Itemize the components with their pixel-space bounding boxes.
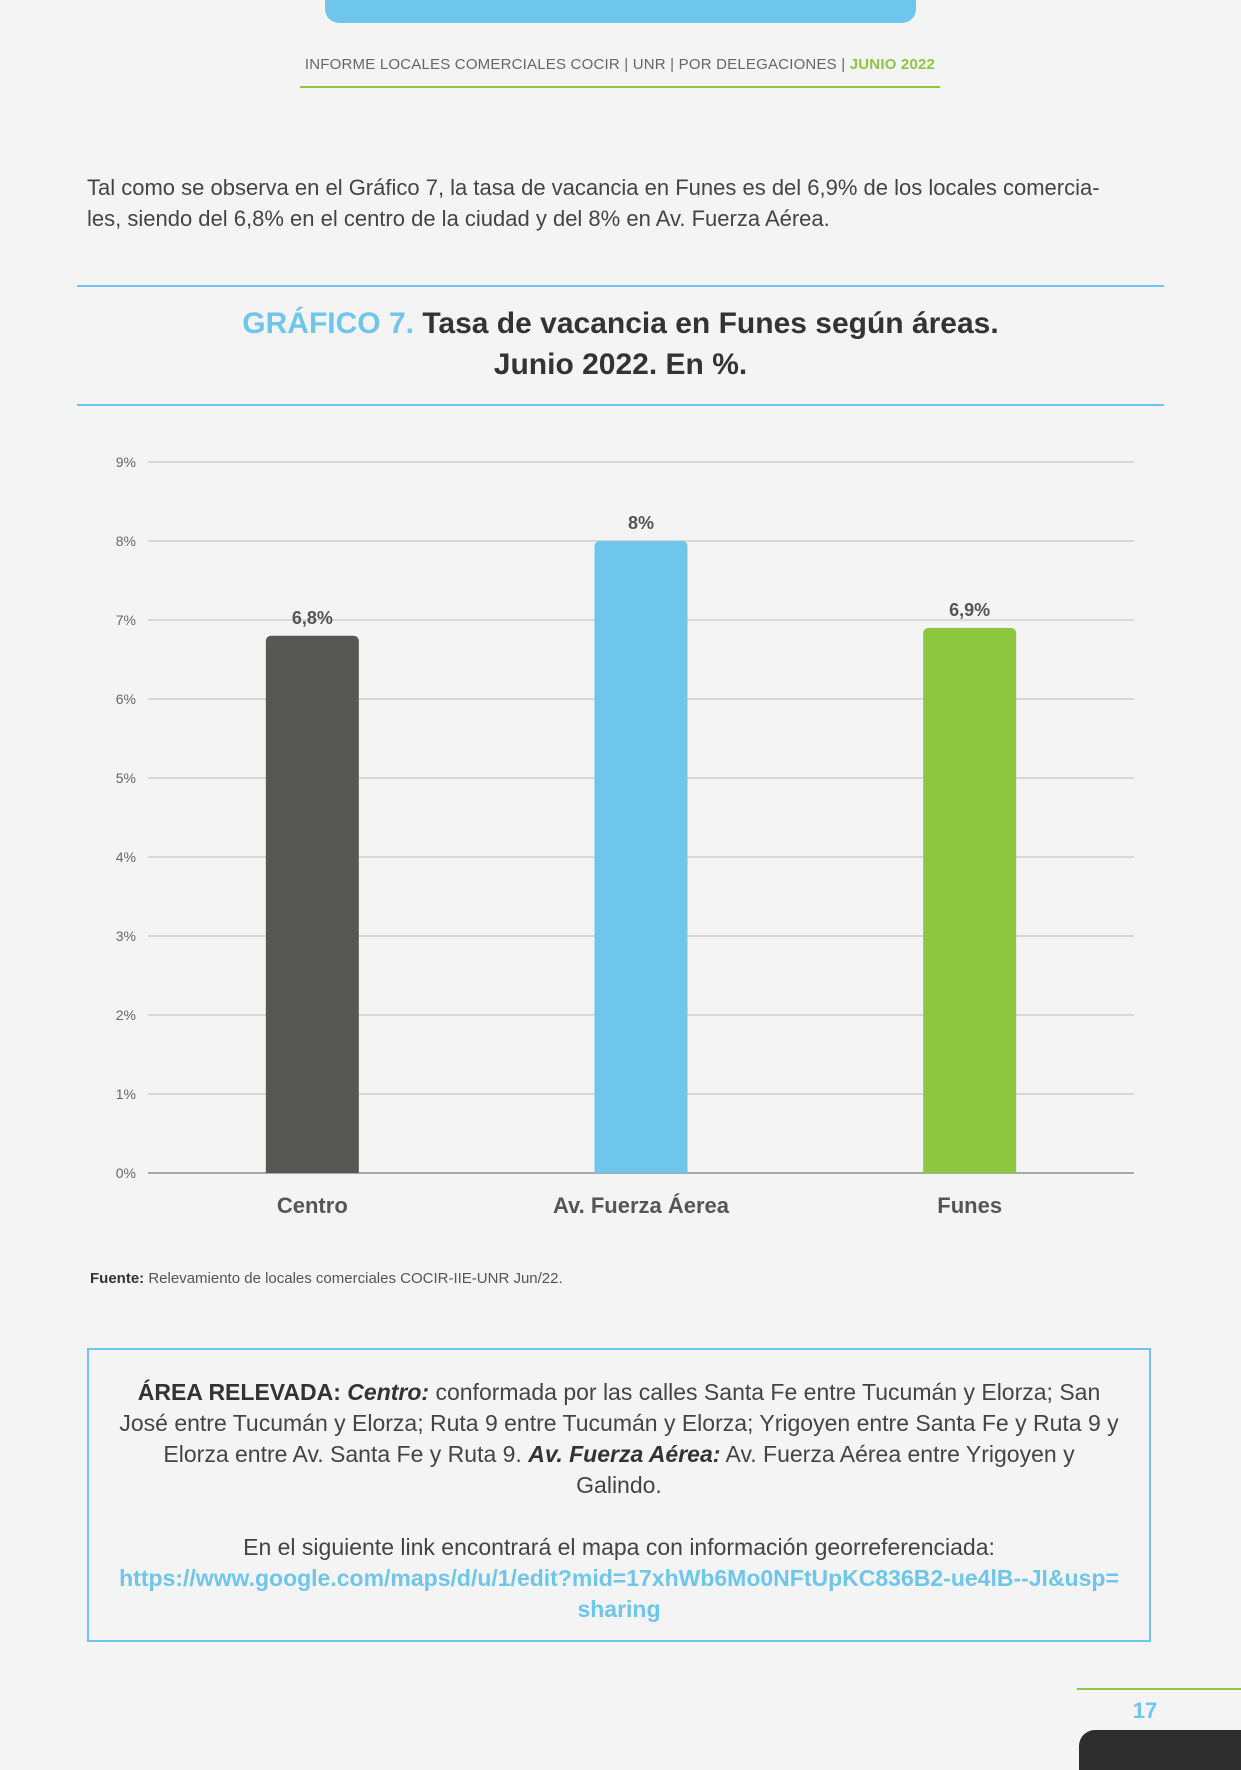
area-fuerza-label: Av. Fuerza Aérea: (528, 1441, 721, 1467)
y-tick-label: 9% (116, 454, 136, 470)
bar (265, 635, 359, 1173)
running-header-date: JUNIO 2022 (849, 56, 936, 73)
area-info-box: ÁREA RELEVADA: Centro: conformada por la… (87, 1348, 1151, 1642)
page-number: 17 (1132, 1698, 1158, 1723)
data-label: 6,9% (949, 600, 990, 620)
running-header-text: INFORME LOCALES COMERCIALES COCIR | UNR … (304, 56, 846, 73)
area-heading: ÁREA RELEVADA: (137, 1379, 341, 1405)
y-tick-label: 0% (116, 1165, 136, 1181)
intro-line-2: les, siendo del 6,8% en el centro de la … (87, 206, 830, 231)
y-tick-label: 4% (116, 849, 136, 865)
category-label: Av. Fuerza Áerea (553, 1193, 730, 1218)
title-rule-bottom (77, 404, 1164, 406)
y-tick-label: 6% (116, 691, 136, 707)
area-centro-text: conformada por las calles Santa Fe entre… (119, 1379, 1119, 1467)
header-rule (300, 86, 940, 88)
category-label: Centro (277, 1193, 348, 1218)
y-tick-label: 3% (116, 928, 136, 944)
footer-rule (1077, 1688, 1241, 1690)
category-label: Funes (937, 1193, 1002, 1218)
figure-title-line-2: Junio 2022. En %. (493, 348, 748, 381)
bar-chart: 0% 1% 2% 3% 4% 5% 6% 7% 8% 9% 6,8% Centro 8% Av. Fuer… (116, 454, 1134, 1218)
source-note: Fuente: Relevamiento de locales comercia… (90, 1270, 563, 1287)
y-tick-label: 2% (116, 1007, 136, 1023)
figure-title-line-1: Tasa de vacancia en Funes según áreas. (422, 307, 999, 340)
intro-paragraph: Tal como se observa en el Gráfico 7, la … (87, 172, 1167, 234)
area-centro-label: Centro: (347, 1379, 430, 1405)
y-tick-label: 1% (116, 1086, 136, 1102)
source-label: Fuente: (90, 1270, 145, 1287)
title-rule-top (77, 285, 1164, 287)
y-tick-label: 7% (116, 612, 136, 628)
data-label: 6,8% (292, 608, 333, 628)
data-label: 8% (628, 513, 654, 533)
figure-label: GRÁFICO 7. (242, 307, 414, 340)
y-tick-label: 5% (116, 770, 136, 786)
intro-line-1: Tal como se observa en el Gráfico 7, la … (87, 175, 1100, 200)
y-tick-label: 8% (116, 533, 136, 549)
running-header: INFORME LOCALES COMERCIALES COCIR | UNR … (300, 56, 940, 73)
top-tab-decoration (325, 0, 916, 23)
map-link-intro: En el siguiente link encontrará el mapa … (243, 1534, 995, 1560)
chart-title: GRÁFICO 7. Tasa de vacancia en Funes seg… (77, 303, 1164, 385)
area-fuerza-text: Av. Fuerza Aérea entre Yrigoyen y Galind… (576, 1441, 1075, 1498)
map-link[interactable]: https://www.google.com/maps/d/u/1/edit?m… (119, 1565, 1119, 1622)
area-description: ÁREA RELEVADA: Centro: conformada por la… (119, 1377, 1119, 1501)
source-text: Relevamiento de locales comerciales COCI… (148, 1270, 563, 1287)
bar (594, 541, 688, 1173)
footer-decoration (1079, 1730, 1241, 1770)
bar (923, 627, 1017, 1173)
